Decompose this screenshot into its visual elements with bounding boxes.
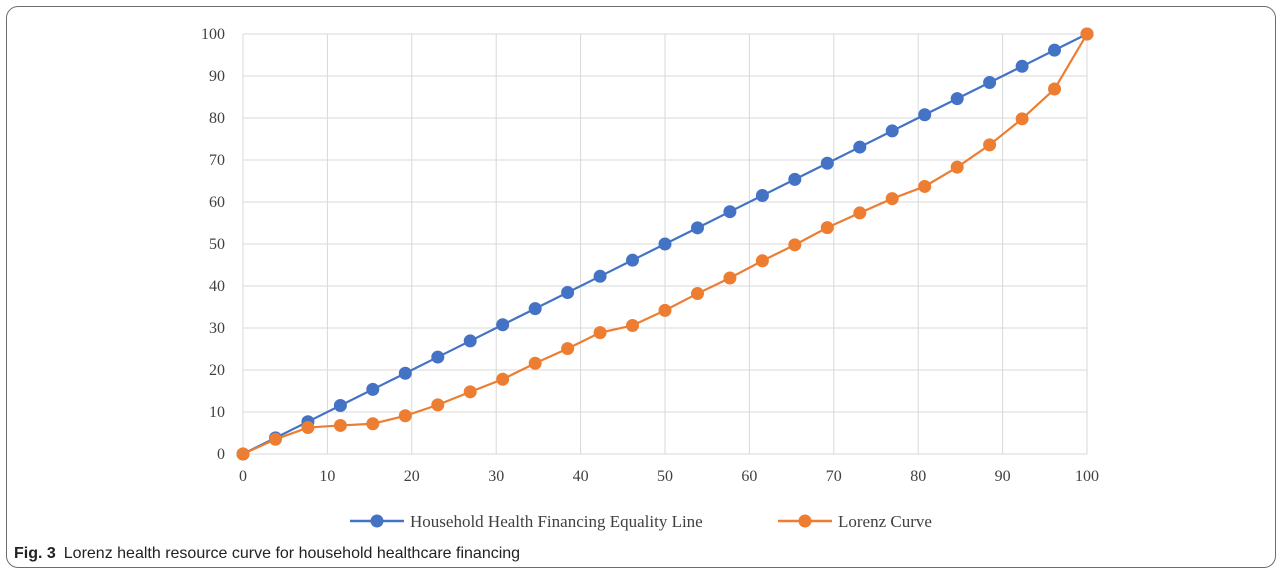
data-point <box>755 189 769 203</box>
y-tick-label: 100 <box>201 26 225 43</box>
data-point <box>561 285 575 299</box>
y-tick-label: 40 <box>209 278 225 295</box>
data-point <box>301 421 315 435</box>
data-point <box>528 302 542 316</box>
data-point <box>723 205 737 219</box>
legend-item-lorenz-curve: Lorenz Curve <box>778 512 932 531</box>
y-tick-label: 30 <box>209 320 225 337</box>
data-point <box>366 417 380 431</box>
data-point <box>626 253 640 267</box>
data-point <box>885 192 899 206</box>
legend-label-lorenz-curve: Lorenz Curve <box>838 512 932 531</box>
data-point <box>723 271 737 285</box>
data-point <box>820 156 834 170</box>
data-point <box>496 318 510 332</box>
figure-frame <box>6 6 1276 568</box>
y-tick-label: 60 <box>209 194 225 211</box>
data-point <box>236 447 250 461</box>
data-point <box>333 399 347 413</box>
data-point <box>1080 27 1094 41</box>
y-tick-label: 0 <box>217 446 225 463</box>
data-point <box>366 382 380 396</box>
x-tick-label: 20 <box>404 468 420 485</box>
data-point <box>690 221 704 235</box>
x-tick-label: 60 <box>741 468 757 485</box>
y-tick-label: 10 <box>209 404 225 421</box>
x-tick-label: 40 <box>573 468 589 485</box>
data-point <box>658 303 672 317</box>
data-point <box>853 206 867 220</box>
data-point <box>950 160 964 174</box>
data-point <box>788 172 802 186</box>
data-point <box>918 179 932 193</box>
data-point <box>658 237 672 251</box>
y-tick-label: 20 <box>209 362 225 379</box>
data-point <box>463 334 477 348</box>
data-point <box>788 238 802 252</box>
data-point <box>528 356 542 370</box>
y-axis-ticks: 0 10 20 30 40 50 60 70 80 90 100 <box>201 26 225 463</box>
data-point <box>885 124 899 138</box>
data-point <box>333 418 347 432</box>
data-point <box>1048 82 1062 96</box>
figure-caption: Fig. 3 Lorenz health resource curve for h… <box>14 545 520 563</box>
data-point <box>950 92 964 106</box>
series-lorenz-curve <box>236 27 1094 461</box>
series-layer <box>236 27 1094 461</box>
x-tick-label: 100 <box>1075 468 1099 485</box>
legend: Household Health Financing Equality Line… <box>350 512 932 531</box>
figure-caption-text: Lorenz health resource curve for househo… <box>63 545 521 562</box>
data-point <box>431 398 445 412</box>
data-point <box>853 140 867 154</box>
data-point <box>431 350 445 364</box>
y-tick-label: 50 <box>209 236 225 253</box>
data-point <box>561 342 575 356</box>
legend-label-equality-line: Household Health Financing Equality Line <box>410 512 703 531</box>
data-point <box>593 269 607 283</box>
x-tick-label: 90 <box>995 468 1011 485</box>
data-point <box>1015 112 1029 126</box>
data-point <box>820 221 834 235</box>
x-tick-label: 30 <box>488 468 504 485</box>
data-point <box>755 254 769 268</box>
legend-item-equality-line: Household Health Financing Equality Line <box>350 512 703 531</box>
y-tick-label: 70 <box>209 152 225 169</box>
y-tick-label: 90 <box>209 68 225 85</box>
grid-lines <box>242 33 1088 455</box>
data-point <box>918 108 932 122</box>
data-point <box>463 385 477 399</box>
x-tick-label: 80 <box>910 468 926 485</box>
data-point <box>496 372 510 386</box>
figure-caption-label: Fig. 3 <box>14 545 56 562</box>
data-point <box>398 409 412 423</box>
x-tick-label: 70 <box>826 468 842 485</box>
x-tick-label: 0 <box>239 468 247 485</box>
data-point <box>398 366 412 380</box>
data-point <box>268 432 282 446</box>
data-point <box>1015 59 1029 73</box>
x-tick-label: 50 <box>657 468 673 485</box>
data-point <box>1048 43 1062 57</box>
x-tick-label: 10 <box>319 468 335 485</box>
data-point <box>983 75 997 89</box>
data-point <box>626 318 640 332</box>
data-point <box>983 138 997 152</box>
x-axis-ticks: 0 10 20 30 40 50 60 70 80 90 100 <box>239 468 1099 485</box>
data-point <box>593 326 607 340</box>
y-tick-label: 80 <box>209 110 225 127</box>
data-point <box>690 287 704 301</box>
